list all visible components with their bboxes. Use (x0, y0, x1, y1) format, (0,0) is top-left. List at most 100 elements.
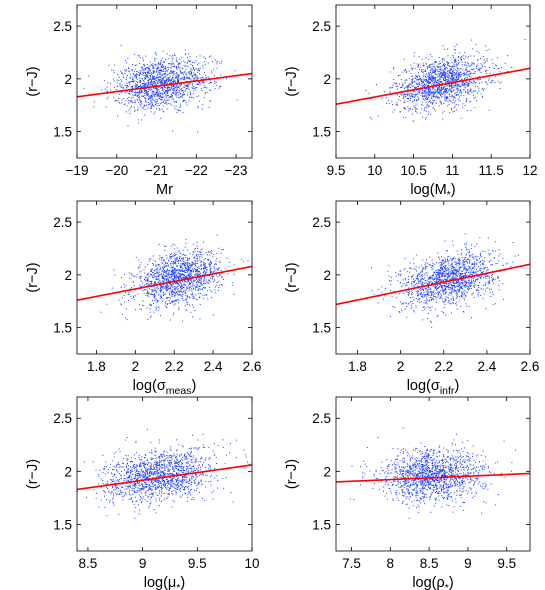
scatter-point (182, 264, 184, 266)
scatter-point (170, 79, 172, 81)
scatter-point (164, 86, 166, 88)
scatter-point (452, 87, 454, 89)
scatter-point (440, 81, 442, 83)
scatter-point (221, 284, 223, 285)
scatter-point (167, 91, 169, 93)
scatter-point (161, 259, 162, 261)
scatter-point (144, 279, 145, 281)
scatter-point (477, 79, 479, 81)
scatter-point (420, 292, 422, 294)
scatter-point (394, 306, 396, 308)
scatter-point (437, 70, 439, 72)
scatter-point (182, 112, 184, 113)
scatter-point (433, 84, 435, 86)
axes-frame (335, 4, 531, 159)
scatter-point (412, 113, 413, 115)
scatter-point (134, 99, 136, 101)
scatter-point (177, 276, 179, 278)
scatter-point (173, 89, 175, 91)
scatter-point (182, 298, 183, 299)
scatter-point (400, 111, 402, 113)
scatter-point (459, 52, 461, 54)
scatter-point (409, 95, 411, 97)
scatter-point (180, 71, 182, 73)
scatter-point (124, 301, 126, 303)
scatter-point (128, 70, 130, 72)
scatter-point (142, 71, 144, 73)
scatter-point (455, 79, 456, 81)
scatter-point (125, 308, 127, 310)
scatter-point (201, 81, 203, 83)
y-tick-label: 2.5 (53, 215, 72, 230)
scatter-point (191, 271, 193, 273)
scatter-point (172, 81, 173, 83)
scatter-point (438, 270, 440, 272)
scatter-point (466, 99, 468, 101)
scatter-point (150, 305, 152, 307)
scatter-point (139, 77, 141, 79)
scatter-point (452, 268, 454, 270)
scatter-point (137, 106, 139, 108)
scatter-point (197, 250, 199, 252)
scatter-point (158, 281, 159, 283)
scatter-point (475, 289, 477, 291)
scatter-point (134, 86, 136, 88)
scatter-point (465, 69, 467, 71)
scatter-point (197, 69, 199, 71)
scatter-point (441, 295, 442, 297)
scatter-point (454, 84, 456, 86)
scatter-point (184, 100, 186, 102)
scatter-point (449, 81, 451, 83)
scatter-point (451, 91, 452, 92)
scatter-point (441, 279, 443, 281)
scatter-point (216, 234, 218, 236)
scatter-point (195, 258, 197, 260)
scatter-point (168, 288, 170, 290)
scatter-point (430, 63, 432, 65)
scatter-point (169, 75, 171, 77)
scatter-point (459, 270, 461, 272)
scatter-point (155, 276, 157, 278)
scatter-point (165, 287, 167, 289)
scatter-point (156, 89, 158, 91)
scatter-point (445, 278, 447, 280)
scatter-point (433, 77, 435, 79)
scatter-point (166, 90, 168, 92)
scatter-point (130, 97, 132, 99)
scatter-point (137, 87, 139, 89)
scatter-point (186, 62, 188, 64)
scatter-point (185, 85, 187, 87)
scatter-point (167, 74, 169, 76)
scatter-point (425, 261, 427, 263)
scatter-point (175, 293, 176, 295)
scatter-point (140, 89, 142, 91)
scatter-point (161, 93, 163, 95)
scatter-point (451, 74, 452, 76)
scatter-point (481, 88, 483, 90)
scatter-point (175, 299, 177, 301)
scatter-point (441, 287, 443, 289)
scatter-point (409, 262, 411, 264)
scatter-point (155, 88, 157, 89)
scatter-point (168, 97, 170, 99)
scatter-point (160, 82, 162, 84)
scatter-point (169, 63, 171, 65)
scatter-point (459, 90, 461, 91)
scatter-point (150, 283, 152, 285)
scatter-point (444, 94, 446, 96)
scatter-point (418, 75, 420, 77)
scatter-point (447, 97, 448, 99)
scatter-point (158, 293, 160, 295)
scatter-point (467, 92, 469, 94)
scatter-point (136, 87, 138, 88)
scatter-point (150, 108, 152, 110)
scatter-point (179, 275, 181, 276)
scatter-point (446, 85, 448, 87)
scatter-point (474, 261, 476, 263)
scatter-point (473, 271, 475, 273)
scatter-point (148, 90, 149, 92)
scatter-point (166, 288, 168, 289)
scatter-point (208, 77, 210, 79)
scatter-point (462, 311, 464, 312)
scatter-point (155, 93, 157, 95)
